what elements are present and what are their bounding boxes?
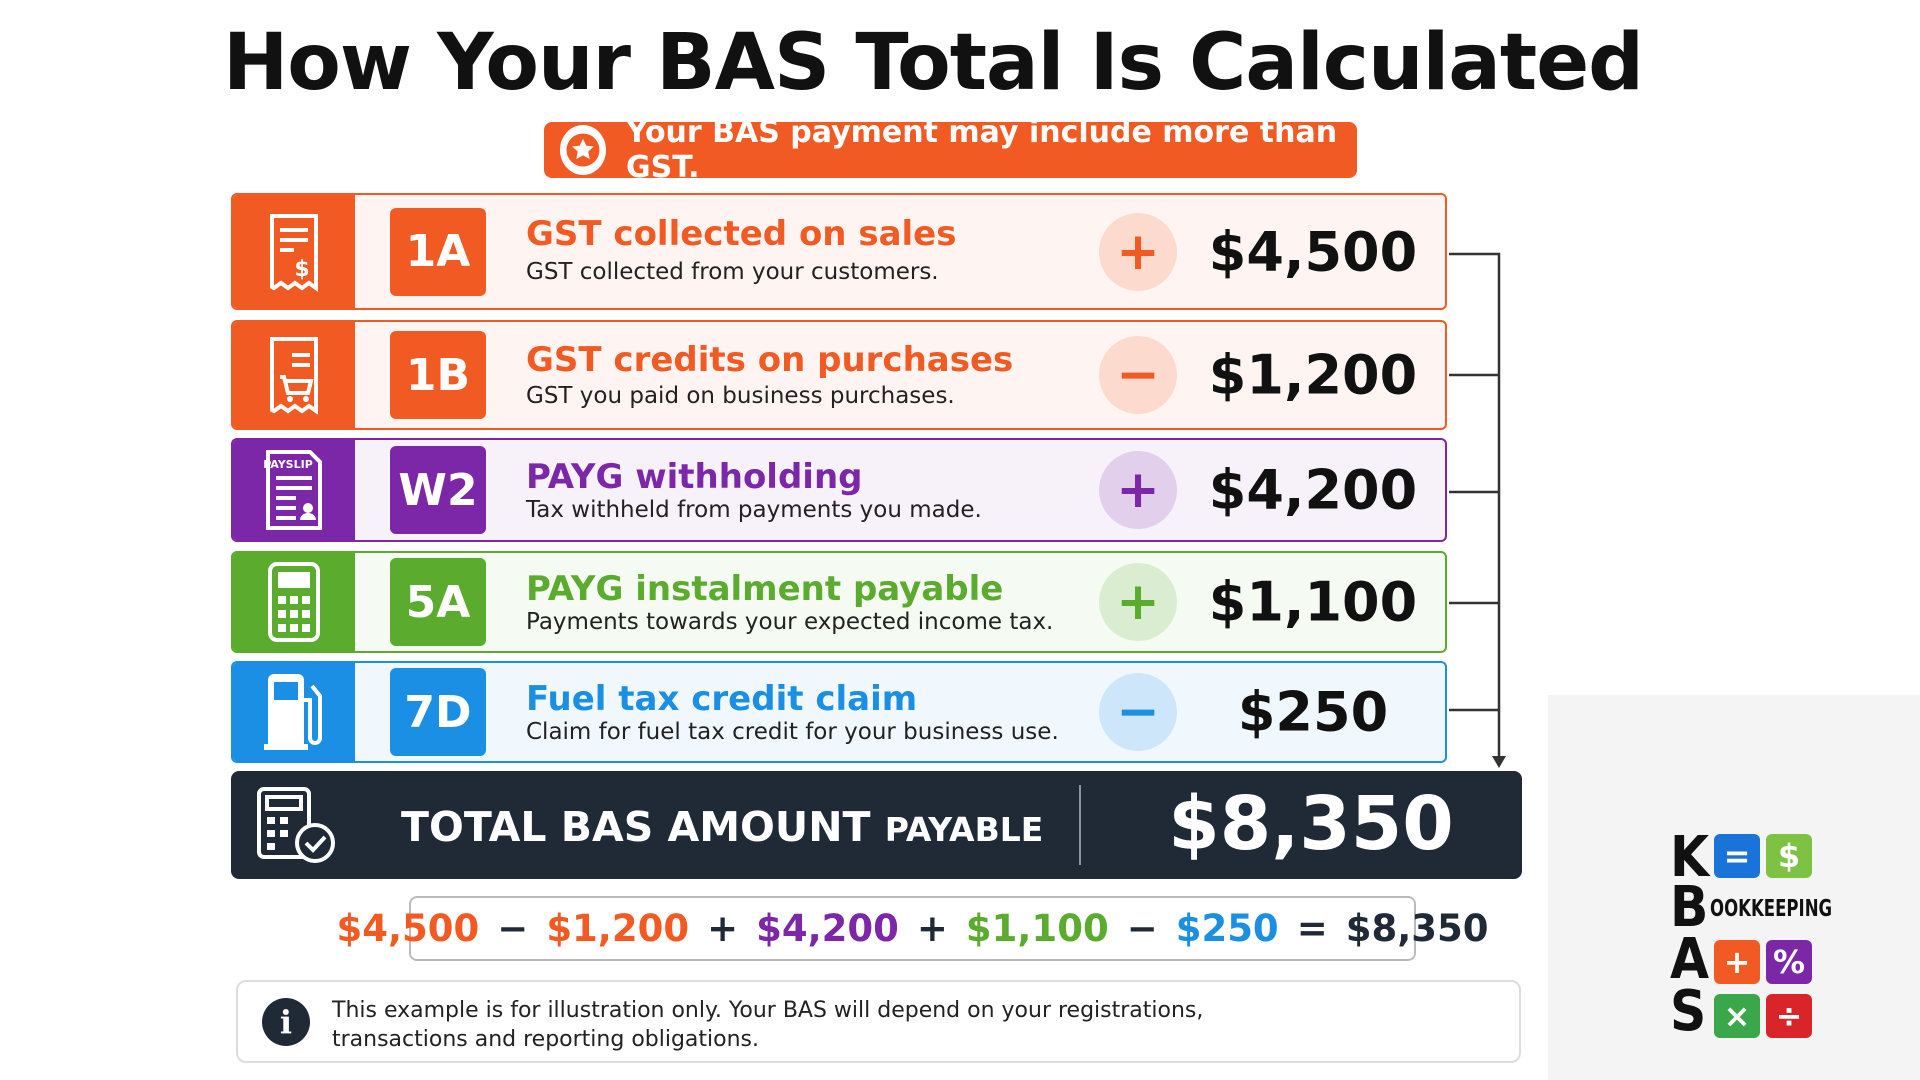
row-title: GST credits on purchases — [526, 339, 1014, 380]
total-label-main: TOTAL BAS AMOUNT — [401, 803, 871, 851]
row: PAYSLIP W2 PAYG withholding Tax withheld fr… — [231, 438, 1447, 542]
amount: $1,200 — [1208, 343, 1418, 407]
star — [566, 133, 600, 167]
row: 1B GST credits on purchases GST you paid o… — [231, 320, 1447, 430]
bracket — [1449, 252, 1506, 768]
icon-label: PAYSLIP — [263, 458, 313, 471]
formula-term: + — [916, 907, 948, 950]
banner-text: Your BAS payment may include more than G… — [625, 115, 1338, 185]
code: 1B — [390, 331, 486, 419]
icon-panel: $ — [233, 195, 355, 308]
total-amount: $8,350 — [1168, 781, 1454, 867]
row-description: GST you paid on business purchases. — [526, 382, 955, 409]
amount: $4,200 — [1208, 458, 1418, 522]
icon-panel — [233, 322, 355, 428]
total-icon — [257, 787, 335, 863]
amount: $4,500 — [1208, 220, 1418, 283]
note-line: This example is for illustration only. Y… — [332, 998, 1204, 1023]
logo-letter: S — [1670, 979, 1707, 1044]
row-description: Claim for fuel tax credit for your busin… — [526, 719, 1059, 746]
row-title: GST collected on sales — [526, 213, 957, 254]
divider — [1079, 785, 1081, 865]
row: $1A GST collected on sales GST collected f… — [231, 193, 1447, 310]
logo-tile: = — [1714, 834, 1760, 878]
row-description: Payments towards your expected income ta… — [526, 609, 1054, 636]
sign: + — [1099, 212, 1177, 291]
note-line: transactions and reporting obligations. — [332, 1027, 760, 1052]
row-title: Fuel tax credit claim — [526, 679, 918, 720]
logo-tile: $ — [1766, 834, 1812, 878]
banner: Your BAS payment may include more than G… — [544, 115, 1357, 185]
row: 7D Fuel tax credit claim Claim for fuel ta… — [231, 661, 1447, 763]
star-icon — [560, 125, 606, 175]
logo-tile: + — [1714, 940, 1760, 984]
sign: + — [1099, 451, 1177, 529]
code: W2 — [390, 446, 486, 534]
sign: − — [1099, 673, 1177, 751]
formula-term: $1,100 — [965, 907, 1109, 950]
icon-panel — [233, 553, 355, 651]
logo-letter: K — [1670, 825, 1710, 890]
formula-term: $4,500 — [336, 907, 480, 950]
note-text: This example is for illustration only. Y… — [332, 996, 1203, 1054]
amount: $250 — [1237, 680, 1389, 744]
row-title: PAYG instalment payable — [526, 569, 1004, 610]
row-description: Tax withheld from payments you made. — [526, 497, 982, 524]
code: 1A — [390, 207, 486, 296]
code: 5A — [390, 558, 486, 646]
total-label: TOTAL BAS AMOUNT PAYABLE — [401, 803, 1043, 851]
icon — [268, 562, 320, 642]
formula-term: $4,200 — [756, 907, 899, 950]
icon: PAYSLIP — [263, 450, 322, 530]
row-title: PAYG withholding — [526, 456, 863, 497]
formula-term: $8,350 — [1345, 907, 1489, 950]
icon — [264, 674, 322, 750]
svg-text:$: $ — [294, 257, 309, 282]
icon-panel — [233, 663, 355, 761]
info-icon: i — [262, 998, 310, 1046]
code: 7D — [390, 668, 486, 756]
title: How Your BAS Total Is Calculated — [223, 18, 1644, 108]
row-description: GST collected from your customers. — [526, 259, 939, 286]
formula-term: − — [1126, 907, 1158, 950]
formula-term: + — [707, 907, 739, 950]
logo-tile: % — [1766, 940, 1812, 984]
formula-term: $1,200 — [546, 907, 690, 950]
total-bar: TOTAL BAS AMOUNT PAYABLE $8,350 — [231, 771, 1522, 879]
logo-tile: ÷ — [1766, 994, 1812, 1038]
icon: $ — [270, 213, 318, 292]
note: i This example is for illustration only.… — [236, 980, 1521, 1063]
row: 5A PAYG instalment payable Payments toward… — [231, 551, 1447, 653]
formula: $4,500− $1,200 + $4,200 + $1,100− $250 = $8,350 — [337, 896, 1488, 961]
total-label-small: PAYABLE — [884, 810, 1044, 849]
logo-tagline: OOKKEEPING — [1710, 896, 1833, 922]
icon-panel: PAYSLIP — [233, 440, 355, 540]
sign: + — [1099, 563, 1177, 641]
logo-letter: A — [1670, 927, 1709, 992]
formula-term: $250 — [1175, 907, 1279, 950]
amount: $1,100 — [1208, 570, 1418, 634]
logo-letter: B — [1670, 875, 1709, 940]
formula-term: − — [497, 907, 529, 950]
icon — [270, 337, 318, 415]
logo-tile: × — [1714, 994, 1760, 1038]
formula-term: = — [1296, 907, 1328, 950]
logo: K B A S OOKKEEPING = $ +% × ÷ — [1548, 695, 1920, 1080]
sign: − — [1099, 336, 1177, 414]
